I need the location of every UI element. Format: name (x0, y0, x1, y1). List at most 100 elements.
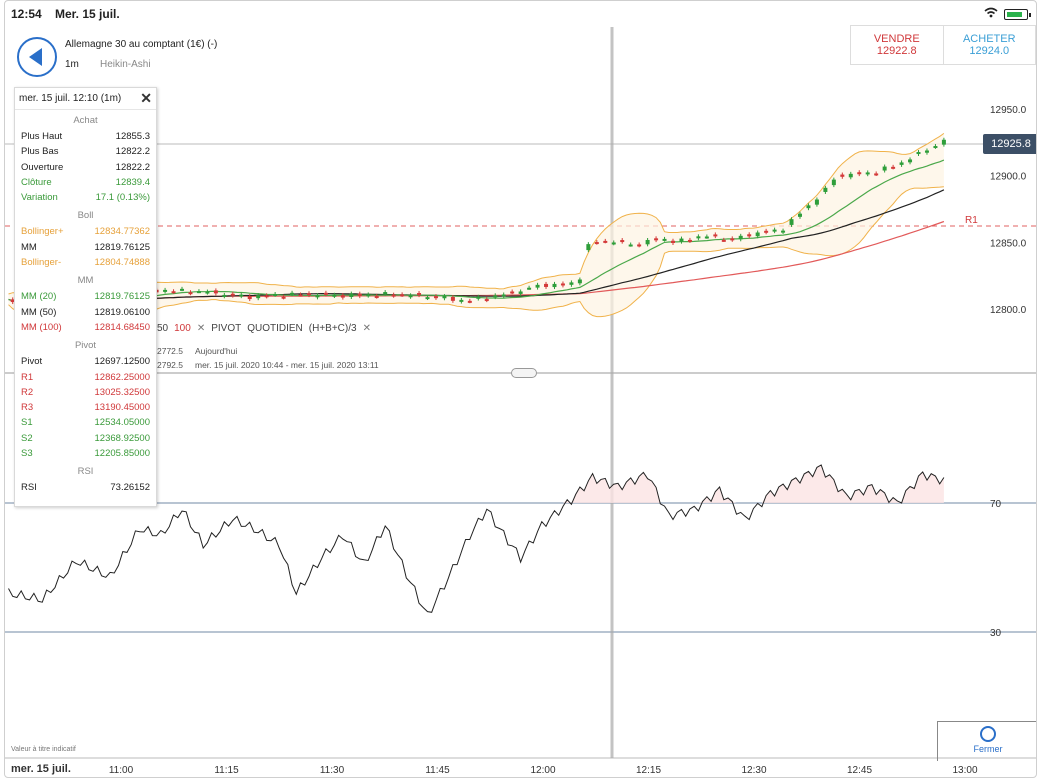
data-row: Clôture 12839.4 (15, 175, 156, 190)
time-tick-label: 11:15 (214, 765, 239, 776)
data-row-value: 12205.85000 (94, 448, 150, 460)
candle-body (400, 294, 405, 297)
candle-body (357, 293, 362, 297)
data-row-value: 13025.32500 (94, 386, 150, 398)
close-button[interactable]: Fermer (937, 721, 1036, 761)
candle-body (696, 236, 701, 239)
data-row: Pivot 12697.12500 (15, 354, 156, 369)
sell-button[interactable]: VENDRE 12922.8 (851, 26, 943, 64)
candle-body (383, 292, 388, 295)
data-row: Bollinger- 12804.74888 (15, 255, 156, 270)
data-row-label: Variation (21, 192, 58, 204)
candle-body (611, 242, 616, 245)
status-date: Mer. 15 juil. (55, 7, 120, 21)
data-row-value: 12819.76125 (94, 241, 150, 253)
legend-pivot-label: PIVOT (211, 323, 242, 334)
candle-body (535, 284, 540, 288)
crosshair-icon (980, 726, 996, 742)
data-row-label: MM (100) (21, 321, 62, 333)
candle-body (704, 236, 709, 239)
data-row-value: 12822.2 (115, 161, 150, 173)
ma20-line (8, 159, 945, 303)
battery-icon (1004, 8, 1031, 20)
candle-body (501, 294, 506, 297)
candle-body (196, 291, 201, 294)
candle-body (527, 287, 532, 290)
candle-body (264, 295, 269, 298)
candle-body (916, 152, 921, 155)
candle-body (163, 289, 168, 292)
data-row-value: 12819.06100 (94, 306, 150, 318)
candle-body (290, 292, 295, 295)
data-row: MM 12819.76125 (15, 240, 156, 255)
price-tick-label: 12800.0 (990, 305, 1027, 316)
data-row: Ouverture 12822.2 (15, 160, 156, 175)
data-row-label: S3 (21, 448, 33, 460)
data-row: RSI 73.26152 (15, 480, 156, 495)
candle-body (637, 244, 642, 247)
candle-body (180, 288, 185, 291)
rsi-tick-label: 30 (990, 628, 1002, 639)
remove-pivot-icon[interactable]: ✕ (362, 323, 371, 334)
bollinger-lower-line (8, 186, 944, 318)
data-row: Plus Bas 12822.2 (15, 144, 156, 159)
candle-body (205, 291, 210, 294)
sell-price: 12922.8 (876, 45, 917, 57)
candle-body (450, 296, 455, 301)
data-row-value: 12839.4 (115, 176, 150, 188)
candle-body (933, 146, 938, 149)
candle-body (467, 300, 472, 303)
candle-body (230, 293, 235, 296)
data-row-value: 12697.12500 (94, 356, 150, 368)
back-button[interactable] (17, 37, 57, 77)
close-icon[interactable]: ✕ (140, 90, 152, 106)
trade-box: VENDRE 12922.8 ACHETER 12924.0 (850, 25, 1036, 65)
time-tick-label: 12:45 (847, 765, 872, 776)
ma50-line (8, 189, 945, 303)
candle-body (814, 199, 819, 205)
chart-type-selector[interactable]: Heikin-Ashi (100, 59, 151, 70)
data-row-value: 12814.68450 (94, 321, 150, 333)
candle-body (332, 294, 337, 297)
wifi-icon (984, 7, 998, 21)
candle-body (433, 296, 438, 299)
data-row-label: R2 (21, 386, 34, 398)
back-arrow-icon (29, 48, 42, 66)
data-row-value: 12534.05000 (94, 417, 150, 429)
section-title-mm: MM (77, 275, 94, 287)
data-row: R2 13025.32500 (15, 385, 156, 400)
candle-body (848, 173, 853, 178)
candle-body (510, 291, 515, 294)
candle-body (484, 299, 489, 302)
pivot-line2-value: 2792.5 (157, 360, 183, 370)
candle-body (476, 296, 481, 299)
rsi-tick-label: 70 (990, 499, 1002, 510)
candle-body (620, 240, 625, 243)
candle-body (298, 294, 303, 297)
candle-body (882, 166, 887, 171)
buy-button[interactable]: ACHETER 12924.0 (942, 26, 1036, 64)
candle-body (518, 291, 523, 294)
candle-body (654, 238, 659, 241)
data-row-label: MM (50) (21, 306, 57, 318)
legend-pivot-name: QUOTIDIEN (247, 323, 303, 334)
date-axis-label: mer. 15 juil. (11, 763, 71, 775)
data-window-body: Achat Plus Haut 12855.3 Plus Bas 12822.2 Ouve… (15, 115, 156, 496)
candle-body (797, 213, 802, 217)
remove-ma-icon[interactable]: ✕ (196, 323, 206, 334)
candle-body (679, 238, 684, 242)
rsi-line (8, 464, 945, 613)
buy-label: ACHETER (962, 33, 1016, 45)
pivot-info: 2772.5 Aujourd'hui 2792.5 mer. 15 juil. 20… (157, 344, 391, 372)
legend-ma100: 100 (174, 323, 191, 334)
close-label: Fermer (973, 744, 1003, 754)
timeframe-selector[interactable]: 1m (65, 59, 79, 70)
data-row-label: Bollinger+ (21, 226, 64, 238)
pivot-line1-text: Aujourd'hui (195, 346, 238, 356)
time-tick-label: 12:15 (636, 765, 661, 776)
pane-resize-handle[interactable] (511, 368, 537, 378)
candle-body (687, 239, 692, 242)
data-row-label: MM (21, 241, 37, 253)
data-row: MM (50) 12819.06100 (15, 305, 156, 320)
